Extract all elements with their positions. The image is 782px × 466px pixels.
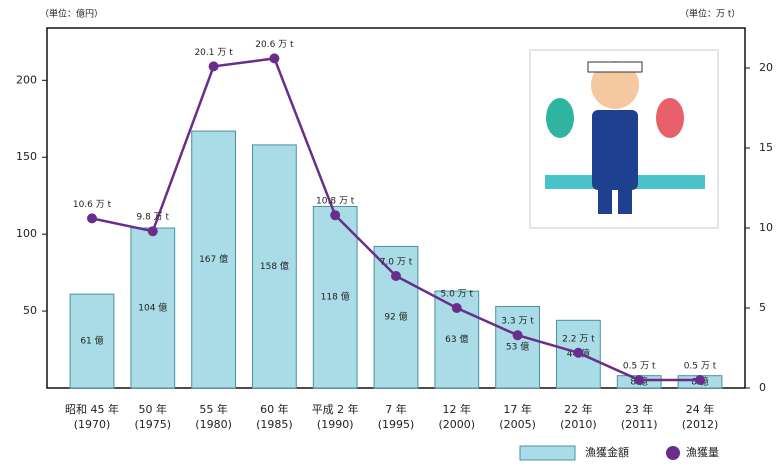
line-marker — [573, 347, 584, 358]
x-tick-label: 50 年 — [139, 402, 168, 416]
x-tick-year: (1970) — [74, 418, 111, 431]
fish — [546, 98, 574, 138]
x-tick-label: 60 年 — [260, 402, 289, 416]
line-marker — [147, 226, 158, 237]
x-tick-label: 平成 2 年 — [312, 402, 359, 416]
line-marker — [451, 303, 462, 313]
line-value-label: 0.5 万 t — [684, 362, 717, 372]
bar — [191, 130, 236, 389]
y-tick-label: 50 — [23, 304, 37, 317]
leg — [598, 190, 612, 214]
legend-swatch — [666, 446, 680, 460]
line-value-label: 10.8 万 t — [316, 197, 355, 207]
illustration — [529, 49, 719, 229]
line-marker — [391, 271, 401, 281]
fish — [656, 98, 684, 138]
line-value-label: 5.0 万 t — [441, 290, 474, 300]
x-tick-label: 7 年 — [385, 402, 407, 416]
x-tick-label: 12 年 — [443, 402, 472, 416]
x-tick-year: (1980) — [195, 418, 232, 431]
legend-label: 漁獲金額 — [585, 445, 629, 459]
x-tick-label: 22 年 — [564, 402, 593, 416]
line-marker — [512, 330, 523, 341]
y2-tick-label: 15 — [759, 141, 773, 154]
x-tick-label: 24 年 — [686, 402, 715, 416]
x-tick-label: 17 年 — [503, 402, 532, 416]
line-marker — [330, 210, 341, 221]
line-marker — [634, 375, 645, 385]
line-marker — [87, 213, 97, 224]
bar — [69, 293, 115, 389]
line-value-label: 10.6 万 t — [73, 200, 112, 210]
bar-value-label: 158 億 — [260, 260, 289, 272]
y2-tick-label: 5 — [759, 301, 766, 314]
x-tick-year: (2005) — [499, 418, 536, 431]
x-tick-label: 昭和 45 年 — [65, 402, 119, 416]
line-value-label: 20.1 万 t — [194, 48, 233, 58]
bar-value-label: 118 億 — [321, 291, 350, 303]
x-tick-label: 55 年 — [199, 402, 228, 416]
x-tick-year: (1990) — [317, 418, 354, 431]
line-marker — [208, 61, 219, 72]
y-unit-label: （単位：億円） — [40, 8, 103, 20]
line-marker — [269, 53, 280, 64]
bar-value-label: 63 億 — [445, 333, 468, 345]
x-tick-label: 23 年 — [625, 402, 654, 416]
line-value-label: 3.3 万 t — [501, 317, 534, 327]
y2-tick-label: 10 — [759, 221, 773, 234]
bar — [495, 305, 540, 389]
x-tick-year: (2010) — [560, 418, 597, 431]
face — [591, 61, 639, 109]
line-value-label: 9.8 万 t — [137, 213, 170, 223]
bar — [312, 205, 358, 389]
x-tick-year: (2011) — [621, 418, 658, 431]
bar — [373, 245, 419, 389]
bar-value-label: 92 億 — [384, 311, 407, 323]
y2-unit-label: （単位：万 t） — [680, 8, 740, 20]
line-value-label: 0.5 万 t — [623, 362, 656, 372]
bar-value-label: 61 億 — [80, 335, 103, 347]
legend-swatch — [519, 445, 576, 461]
y2-tick-label: 0 — [759, 381, 766, 394]
x-tick-year: (1985) — [256, 418, 293, 431]
line-value-label: 20.6 万 t — [255, 40, 294, 50]
x-tick-year: (2000) — [439, 418, 476, 431]
bar-value-label: 53 億 — [506, 341, 529, 353]
line-value-label: 7.0 万 t — [380, 258, 413, 268]
x-tick-year: (1975) — [135, 418, 172, 431]
x-tick-year: (2012) — [682, 418, 719, 431]
bar — [252, 144, 297, 389]
bar-value-label: 167 億 — [199, 253, 228, 265]
y-tick-label: 150 — [16, 150, 37, 163]
y2-tick-label: 20 — [759, 61, 773, 74]
y-tick-label: 100 — [16, 227, 37, 240]
line-value-label: 2.2 万 t — [562, 334, 595, 344]
leg — [618, 190, 632, 214]
x-tick-year: (1995) — [378, 418, 415, 431]
apron — [592, 110, 638, 190]
headband — [587, 61, 643, 73]
y-tick-label: 200 — [16, 73, 37, 86]
line-marker — [695, 375, 705, 385]
legend-label: 漁獲量 — [686, 445, 719, 459]
bar-value-label: 104 億 — [138, 302, 167, 314]
